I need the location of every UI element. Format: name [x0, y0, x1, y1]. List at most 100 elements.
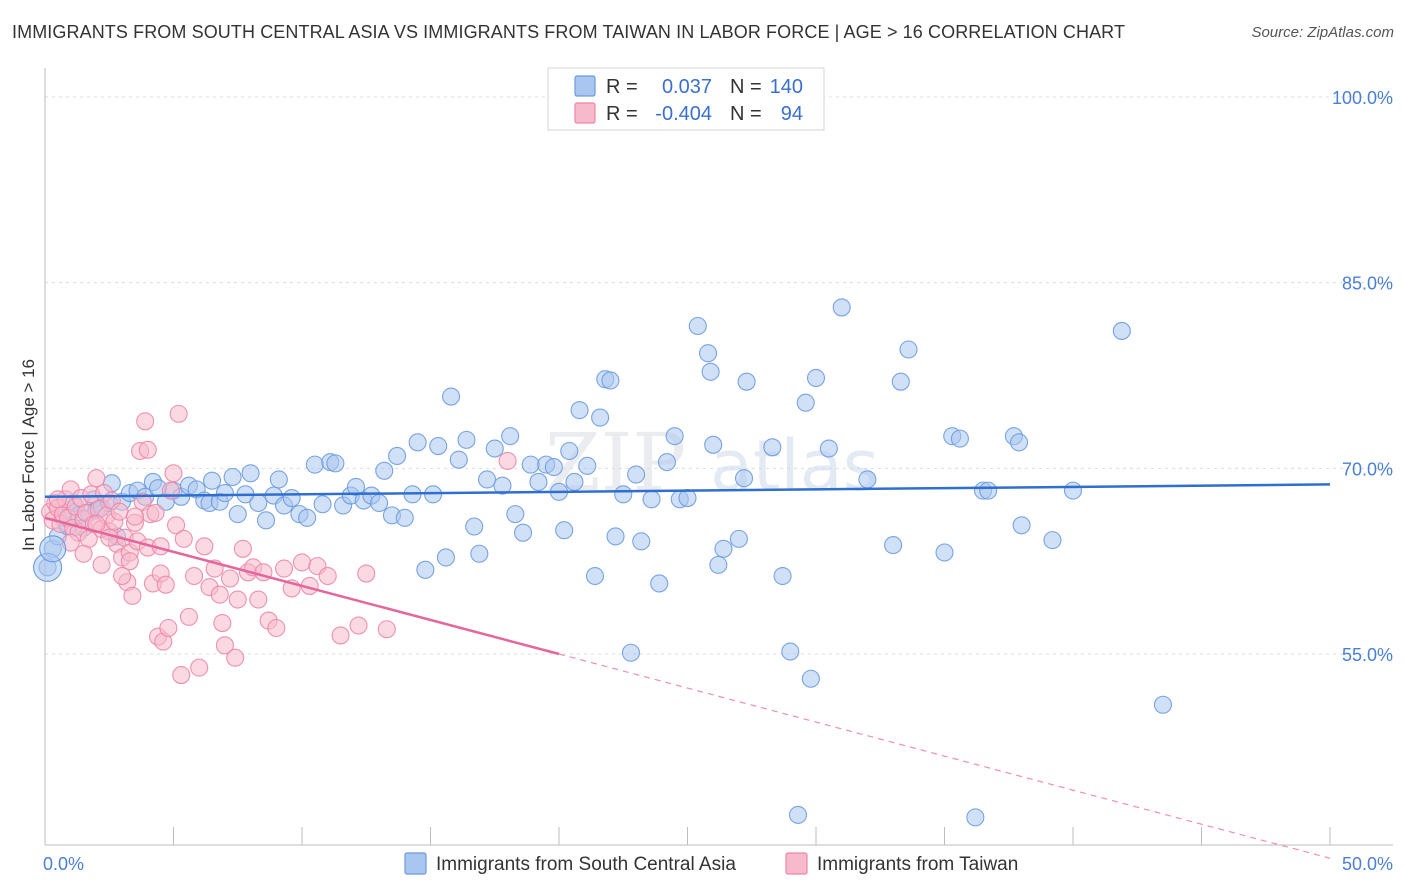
point-s1-72	[274, 559, 294, 578]
point-s1-78	[331, 626, 350, 645]
point-s0-57	[395, 508, 414, 527]
trend-line-extended-1	[558, 653, 1331, 859]
legend-swatch-south-central-asia	[574, 75, 596, 97]
point-s0-44	[305, 455, 324, 474]
point-s0-73	[506, 505, 525, 524]
point-s0-66	[457, 430, 476, 449]
point-s0-105	[714, 539, 733, 558]
point-s0-31	[215, 484, 234, 503]
point-s0-114	[801, 669, 820, 688]
point-s1-64	[228, 590, 247, 609]
point-s1-92	[92, 555, 111, 574]
point-s0-62	[429, 437, 448, 456]
point-s0-35	[241, 464, 260, 483]
point-s0-68	[470, 544, 489, 563]
legend-n-label-1: N =	[730, 103, 762, 125]
point-s0-133	[1112, 321, 1131, 340]
point-s0-97	[665, 427, 684, 446]
point-s0-108	[737, 372, 756, 391]
point-s1-45	[156, 575, 175, 594]
point-s0-110	[773, 566, 792, 586]
point-s1-89	[125, 507, 144, 526]
point-s0-91	[621, 643, 641, 662]
point-s0-41	[282, 488, 301, 508]
trend-line-0	[44, 483, 1331, 499]
point-s1-41	[146, 503, 165, 522]
point-s1-37	[136, 412, 155, 431]
point-s0-121	[899, 340, 918, 359]
point-s0-112	[788, 805, 808, 824]
point-s0-80	[555, 521, 574, 540]
legend-r-label-1: R =	[606, 103, 638, 125]
point-s1-65	[233, 539, 252, 558]
axes	[44, 68, 1393, 846]
point-s0-84	[578, 456, 597, 475]
point-s1-90	[138, 440, 157, 459]
point-s1-46	[159, 618, 178, 638]
legend-n-value-0: 140	[770, 76, 803, 98]
point-s1-63	[226, 648, 245, 667]
chart-source: Source: ZipAtlas.com	[1251, 24, 1394, 41]
x-tick-label-50: 50.0%	[1342, 854, 1393, 874]
point-s1-80	[357, 564, 376, 583]
point-s0-81	[560, 441, 579, 461]
trend-line-1	[44, 516, 560, 656]
trend-lines	[44, 483, 1331, 859]
point-s0-100	[688, 316, 707, 336]
y-tick-label-100: 100.0%	[1332, 88, 1393, 108]
y-tick-label-70: 70.0%	[1342, 459, 1393, 479]
point-s0-63	[436, 548, 455, 567]
point-s0-71	[493, 476, 512, 495]
point-s1-49	[167, 516, 186, 535]
series-legend-swatch-south-central-asia	[404, 852, 427, 875]
legend-n-label-0: N =	[730, 76, 762, 98]
point-s0-32	[223, 467, 242, 487]
point-s0-107	[734, 469, 754, 488]
legend-n-value-1: 94	[781, 103, 803, 125]
point-s1-18	[87, 469, 106, 488]
legend-r-value-0: 0.037	[662, 76, 712, 98]
point-s0-129	[1009, 433, 1029, 452]
point-s0-101	[699, 344, 718, 363]
y-tick-label-85: 85.0%	[1342, 274, 1393, 294]
point-s0-111	[781, 642, 800, 661]
data-points	[33, 298, 1172, 827]
point-s0-115	[806, 368, 826, 388]
point-s1-52	[174, 529, 193, 548]
point-s0-45	[313, 495, 332, 514]
watermark-atlas: atlas	[710, 425, 879, 507]
series-points-1	[41, 404, 517, 685]
point-s1-55	[190, 658, 209, 677]
point-s1-71	[267, 618, 286, 638]
point-s0-50	[346, 477, 366, 496]
point-s0-64	[442, 387, 461, 406]
point-s0-131	[1043, 531, 1062, 550]
point-s0-89	[606, 527, 625, 546]
point-s0-99	[678, 488, 697, 508]
point-s1-59	[210, 585, 229, 604]
point-s1-53	[179, 607, 198, 626]
point-s0-33	[228, 505, 247, 524]
point-s0-116	[819, 439, 838, 458]
point-s0-37	[256, 511, 276, 530]
point-s0-83	[570, 401, 589, 420]
point-s1-51	[172, 665, 191, 685]
point-s1-50	[169, 404, 188, 423]
point-s0-95	[650, 574, 669, 593]
point-s0-65	[449, 450, 468, 469]
point-s1-32	[123, 586, 142, 605]
point-s0-113	[796, 393, 815, 412]
point-s1-82	[498, 451, 517, 470]
point-s0-59	[408, 433, 427, 452]
point-s0-47	[326, 454, 345, 473]
point-s0-132	[1063, 481, 1083, 500]
point-s0-93	[632, 532, 651, 551]
point-s0-74	[513, 523, 533, 542]
series-legend-swatch-taiwan	[785, 852, 808, 875]
point-s0-72	[501, 427, 520, 446]
point-s0-86	[591, 408, 610, 427]
point-s0-82	[565, 472, 584, 491]
point-s1-77	[318, 566, 337, 586]
point-s0-69	[477, 470, 497, 489]
point-s1-81	[377, 620, 396, 639]
